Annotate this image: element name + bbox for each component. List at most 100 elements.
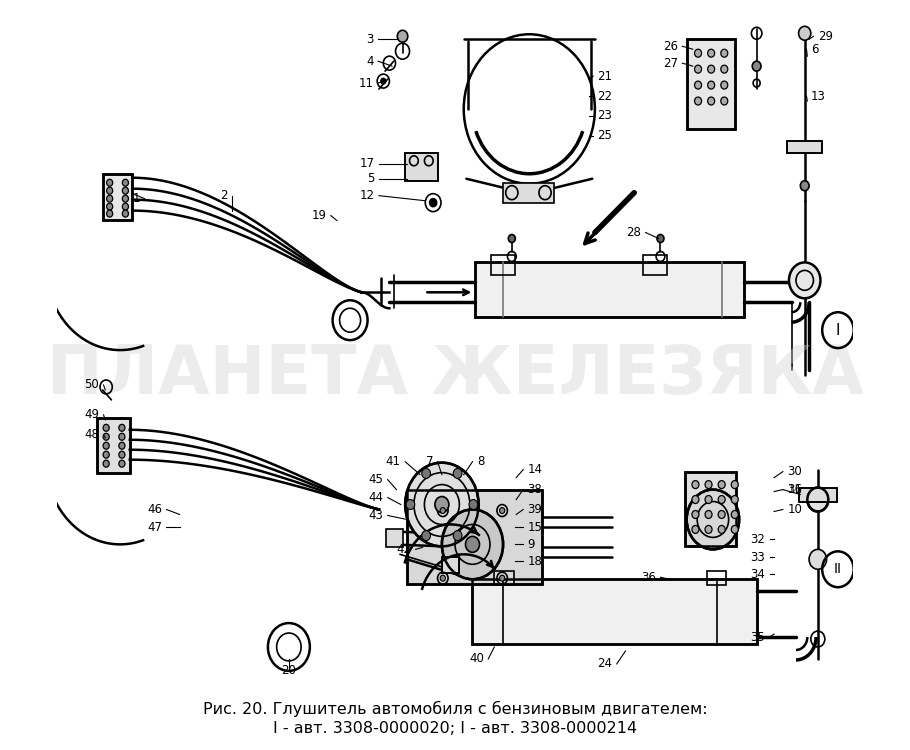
Bar xyxy=(475,262,743,317)
Circle shape xyxy=(708,81,714,89)
Text: 42: 42 xyxy=(396,543,411,556)
Bar xyxy=(407,490,542,584)
Circle shape xyxy=(708,50,714,57)
Circle shape xyxy=(122,179,128,186)
Circle shape xyxy=(466,536,480,552)
Text: 28: 28 xyxy=(626,226,642,239)
Text: 36: 36 xyxy=(642,571,656,584)
Text: 44: 44 xyxy=(369,491,383,504)
Circle shape xyxy=(119,424,125,431)
Text: 50: 50 xyxy=(85,379,99,392)
Text: 39: 39 xyxy=(528,503,542,516)
Circle shape xyxy=(718,511,725,518)
Circle shape xyxy=(103,460,109,467)
Bar xyxy=(386,530,403,548)
Circle shape xyxy=(440,508,445,514)
Text: 4: 4 xyxy=(366,55,374,68)
Bar xyxy=(475,262,743,317)
Circle shape xyxy=(453,469,462,478)
Circle shape xyxy=(442,509,503,579)
Text: 9: 9 xyxy=(528,538,535,550)
Text: 12: 12 xyxy=(359,189,375,202)
Text: 45: 45 xyxy=(369,473,383,486)
Circle shape xyxy=(732,526,738,533)
Text: 47: 47 xyxy=(147,521,162,534)
Text: 43: 43 xyxy=(369,509,383,522)
Circle shape xyxy=(103,452,109,458)
Text: 22: 22 xyxy=(598,89,612,103)
Text: 25: 25 xyxy=(598,130,612,142)
Circle shape xyxy=(405,463,479,546)
Text: 26: 26 xyxy=(663,40,678,53)
Circle shape xyxy=(430,199,437,207)
Text: 32: 32 xyxy=(751,533,765,546)
Text: 34: 34 xyxy=(751,568,765,580)
Circle shape xyxy=(453,530,462,541)
Circle shape xyxy=(721,65,728,73)
Circle shape xyxy=(705,481,712,488)
Bar xyxy=(799,488,837,502)
Circle shape xyxy=(380,78,386,84)
Circle shape xyxy=(694,81,702,89)
Text: 29: 29 xyxy=(818,30,833,43)
Text: 5: 5 xyxy=(368,172,375,185)
Bar xyxy=(103,174,132,220)
Bar xyxy=(405,153,439,181)
Circle shape xyxy=(789,262,821,298)
Bar xyxy=(405,153,439,181)
Circle shape xyxy=(500,508,505,514)
Circle shape xyxy=(692,496,699,503)
Circle shape xyxy=(721,50,728,57)
Circle shape xyxy=(406,500,415,509)
Text: 1: 1 xyxy=(133,192,140,206)
Bar xyxy=(442,557,460,573)
Text: 8: 8 xyxy=(477,455,484,468)
Bar xyxy=(687,39,734,129)
Text: I - авт. 3308-0000020; I - авт. 3308-0000214: I - авт. 3308-0000020; I - авт. 3308-000… xyxy=(273,722,637,736)
Circle shape xyxy=(687,490,739,549)
Circle shape xyxy=(708,65,714,73)
Bar xyxy=(687,39,734,129)
Text: 13: 13 xyxy=(811,89,825,103)
Bar xyxy=(799,488,837,502)
Text: 14: 14 xyxy=(528,464,542,476)
Circle shape xyxy=(721,97,728,105)
Circle shape xyxy=(732,481,738,488)
Circle shape xyxy=(122,203,128,210)
Text: 35: 35 xyxy=(751,631,765,644)
Circle shape xyxy=(421,530,430,541)
Bar xyxy=(494,572,513,585)
Text: 7: 7 xyxy=(426,455,433,468)
Circle shape xyxy=(721,81,728,89)
Text: 2: 2 xyxy=(220,189,228,202)
Text: 30: 30 xyxy=(787,465,802,478)
Circle shape xyxy=(657,235,664,242)
Circle shape xyxy=(398,30,408,42)
Text: 15: 15 xyxy=(528,521,542,534)
Circle shape xyxy=(106,188,113,194)
Text: ПЛАНЕТА ЖЕЛЕЗЯКА: ПЛАНЕТА ЖЕЛЕЗЯКА xyxy=(46,342,864,408)
Text: 49: 49 xyxy=(84,408,99,422)
Circle shape xyxy=(440,575,445,581)
Text: 33: 33 xyxy=(751,550,765,564)
Circle shape xyxy=(718,496,725,503)
Text: 24: 24 xyxy=(597,658,612,670)
Circle shape xyxy=(807,488,828,512)
Bar xyxy=(707,572,726,585)
Circle shape xyxy=(103,424,109,431)
Circle shape xyxy=(106,195,113,202)
Text: II: II xyxy=(834,562,842,576)
Text: 19: 19 xyxy=(311,209,327,222)
Text: 16: 16 xyxy=(787,483,803,496)
Text: 20: 20 xyxy=(281,664,297,677)
Circle shape xyxy=(718,526,725,533)
Text: 23: 23 xyxy=(598,110,612,122)
Bar xyxy=(96,418,130,472)
Circle shape xyxy=(103,442,109,449)
Circle shape xyxy=(692,526,699,533)
Bar xyxy=(787,141,823,153)
Text: 10: 10 xyxy=(787,503,802,516)
Bar xyxy=(503,183,554,203)
Circle shape xyxy=(122,195,128,202)
Circle shape xyxy=(694,97,702,105)
